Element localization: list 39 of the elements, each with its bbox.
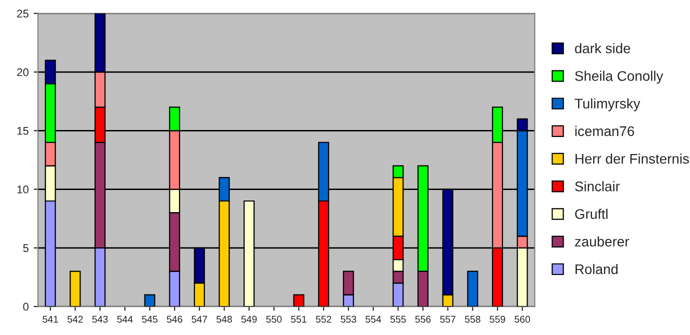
x-tick-label: 555 [390,316,406,323]
y-tick-label: 10 [17,186,28,194]
legend-label: Herr der Finsternis [576,154,689,164]
bar [70,270,81,307]
x-tick-label: 560 [514,316,530,323]
y-tick-label: 5 [23,244,28,252]
legend-label: zauberer [575,236,630,247]
x-tick-label: 549 [241,316,257,323]
x-tick-label: 553 [340,316,356,323]
y-tick-label: 0 [23,302,28,311]
legend-label: Sinclair [575,181,620,192]
x-tick-label: 548 [216,316,232,323]
legend-label: dark side [575,43,630,54]
x-tick-label: 541 [42,316,58,323]
legend-label: Tulimyrsky [574,98,640,112]
legend-label: iceman76 [575,126,634,136]
x-tick-label: 559 [490,316,506,323]
x-tick-label: 551 [291,316,306,323]
x-tick-label: 544 [117,316,133,323]
x-tick-label: 545 [142,316,158,323]
bar [144,294,156,307]
x-tick-label: 546 [166,316,182,323]
bar [467,270,478,307]
x-tick-label: 554 [366,316,382,323]
y-tick-label: 25 [17,10,28,18]
x-tick-label: 552 [316,316,332,323]
bar [293,294,304,307]
x-tick-label: 547 [192,316,208,323]
x-tick-label: 543 [92,316,108,323]
y-tick-label: 15 [17,127,28,135]
legend-label: Roland [576,264,618,274]
y-tick-label: 20 [17,68,28,76]
x-tick-label: 556 [415,316,431,323]
legend-label: Gruftl [575,208,608,219]
x-tick-label: 550 [266,316,282,323]
x-tick-label: 558 [464,316,480,323]
legend-label: Sheila Conolly [575,70,664,84]
x-tick-label: 542 [67,316,83,323]
x-tick-label: 557 [440,316,456,323]
